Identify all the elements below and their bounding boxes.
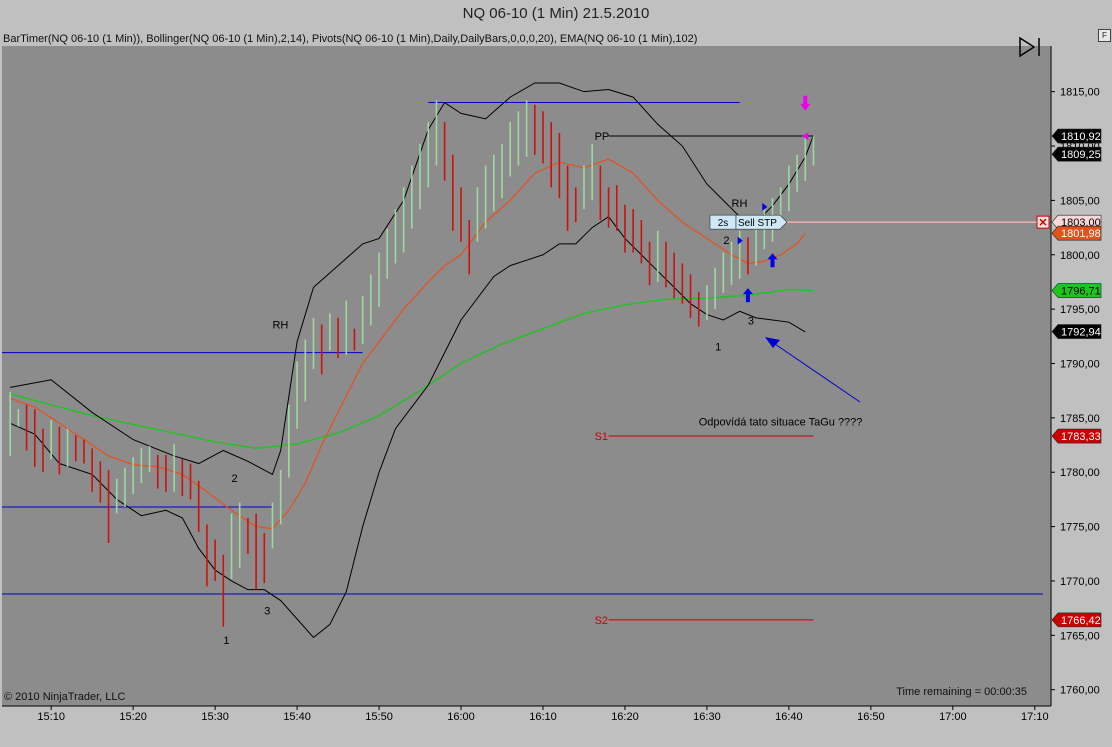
chart-annotation: RH [732,198,748,210]
y-tick-label: 1785,00 [1060,413,1100,425]
chart-annotation: 1 [715,341,721,353]
price-marker-label: 1796,71 [1061,286,1101,298]
x-tick-label: 16:40 [775,711,803,723]
exit-marker-icon [802,132,809,141]
float-toggle-button[interactable]: F [1098,29,1111,42]
bollinger-middle-line [9,158,806,530]
x-tick-label: 16:50 [857,711,885,723]
x-tick-label: 15:40 [283,711,311,723]
price-marker-box [1051,283,1102,298]
chart-annotation: 2 [723,235,729,247]
chart-annotation: 3 [264,606,270,618]
chart-annotation: RH [272,320,288,332]
y-tick-label: 1800,00 [1060,250,1100,262]
price-marker-label: 1810,92 [1061,131,1101,143]
buy-signal-arrow-icon [767,253,778,268]
x-tick-label: 16:20 [611,711,639,723]
bollinger-upper-line [10,82,814,476]
y-tick-label: 1815,00 [1060,87,1100,99]
entry-marker-icon [762,202,768,211]
x-tick-label: 16:30 [693,711,721,723]
x-tick-label: 15:50 [365,711,393,723]
y-tick-label: 1790,00 [1060,358,1100,370]
price-marker-label: 1809,25 [1061,149,1101,161]
y-tick-label: 1760,00 [1060,685,1100,697]
price-marker-box [1051,128,1102,144]
chart-annotation: Odpovídá tato situace TaGu ???? [699,416,863,428]
cancel-order-x [1039,218,1047,226]
chart-annotation: 2 [232,473,238,485]
y-tick-label: 1770,00 [1060,576,1100,588]
x-tick-label: 17:00 [939,711,967,723]
ema-102-line [10,288,814,450]
scroll-to-end-icon[interactable] [1018,36,1044,58]
chart-title: NQ 06-10 (1 Min) 21.5.2010 [462,5,650,22]
price-marker-box [1051,146,1102,162]
annotation-arrow-head [765,337,780,348]
order-timer: 2s [718,218,729,229]
chart-annotation: 3 [748,315,754,327]
order-label: Sell STP [738,218,777,229]
price-marker-box [1051,428,1102,444]
y-tick-label: 1765,00 [1060,630,1100,642]
chart-annotation: 1 [223,635,229,647]
y-tick-label: 1805,00 [1060,195,1100,207]
price-marker-label: 1792,94 [1061,327,1101,339]
x-tick-label: 17:10 [1021,711,1049,723]
indicator-list: BarTimer(NQ 06-10 (1 Min)), Bollinger(NQ… [3,33,698,45]
annotation-arrow-line [771,341,861,403]
cancel-order-icon[interactable] [1036,215,1050,229]
x-tick-label: 15:30 [201,711,229,723]
time-remaining-text: Time remaining = 00:00:35 [896,686,1027,698]
order-label-box [735,214,788,230]
y-tick-label: 1780,00 [1060,467,1100,479]
price-marker-label: 1783,33 [1061,431,1101,443]
pivot-label-pp: PP [595,131,610,143]
buy-signal-arrow-icon [742,288,753,303]
price-marker-box [1051,324,1102,339]
entry-marker-icon [737,236,743,245]
pivot-label-s1: S1 [595,431,608,443]
pivot-label-s2: S2 [595,615,608,627]
price-marker-label: 1766,42 [1061,615,1101,627]
copyright-text: © 2010 NinjaTrader, LLC [4,691,125,703]
price-marker-label: 1801,98 [1061,228,1101,240]
sell-signal-arrow-icon [800,95,811,111]
x-tick-label: 16:10 [529,711,557,723]
x-tick-label: 15:20 [119,711,147,723]
y-tick-label: 1795,00 [1060,304,1100,316]
x-tick-label: 16:00 [447,711,475,723]
price-marker-box [1051,612,1102,628]
x-tick-label: 15:10 [37,711,65,723]
price-marker-box [1051,225,1102,241]
y-tick-label: 1775,00 [1060,522,1100,534]
